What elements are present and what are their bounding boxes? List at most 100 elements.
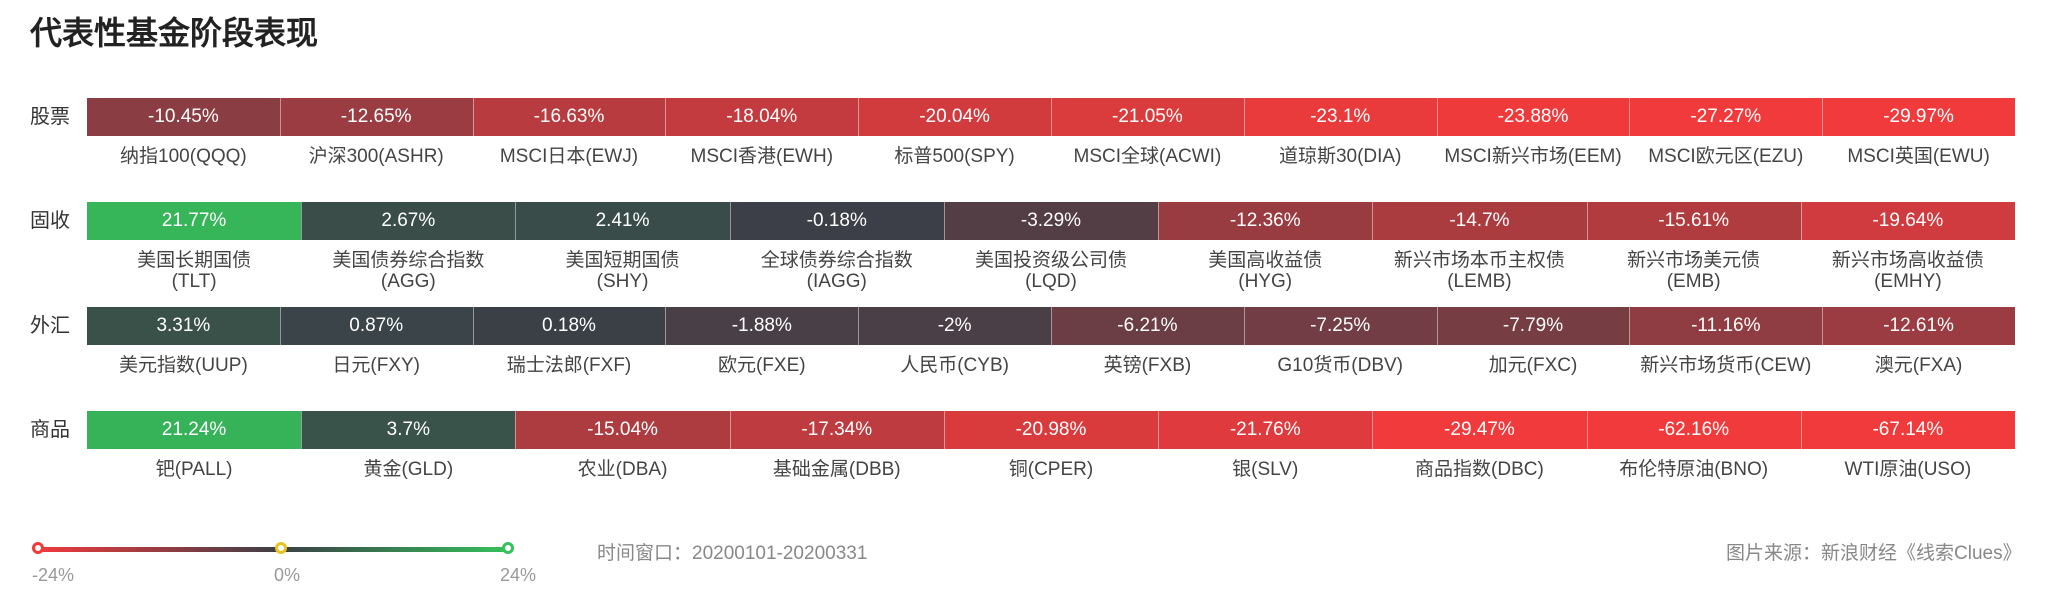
heatmap-cell[interactable]: -29.97% [1822, 98, 2015, 136]
heatmap-cell[interactable]: 3.31% [87, 307, 280, 345]
cell-fund-name: 日元(FXY) [332, 355, 420, 376]
heatmap-cell[interactable]: -7.25% [1243, 307, 1437, 345]
heatmap-cell[interactable]: -23.1% [1243, 98, 1437, 136]
heatmap-cell[interactable]: -16.63% [472, 98, 666, 136]
cell-fund-name: MSCI全球(ACWI) [1073, 146, 1222, 167]
heatmap-row: 21.77% 2.67% 2.41% -0.18% -3.29% -12.36% -14.7… [87, 202, 2015, 240]
heatmap-cell[interactable]: -23.88% [1436, 98, 1630, 136]
cell-divider [1051, 98, 1052, 136]
heatmap-cell[interactable]: -6.21% [1051, 307, 1244, 345]
heatmap-cell[interactable]: -15.61% [1586, 202, 1801, 240]
cell-fund-name: MSCI英国(EWU) [1847, 146, 1990, 167]
cell-fund-name: 美国长期国债 (TLT) [137, 250, 252, 292]
heatmap-cell[interactable]: -12.61% [1822, 307, 2015, 345]
legend-label-mid: 0% [274, 565, 301, 585]
cell-fund-name: MSCI日本(EWJ) [499, 146, 639, 167]
cell-divider [1800, 411, 1802, 449]
cell-fund-name: 美国短期国债 (SHY) [565, 250, 680, 292]
cell-divider [943, 202, 945, 240]
cell-divider [665, 307, 667, 345]
cell-divider [729, 411, 731, 449]
cell-divider [1372, 202, 1374, 240]
cell-divider [1158, 411, 1160, 449]
cell-divider [1158, 202, 1160, 240]
cell-divider [515, 411, 517, 449]
cell-divider [665, 98, 667, 136]
cell-divider [1243, 98, 1245, 136]
cell-fund-name: 全球债券综合指数 (IAGG) [760, 250, 913, 292]
legend-marker-mid [275, 542, 287, 554]
heatmap-cell[interactable]: 0.18% [472, 307, 666, 345]
cell-divider [301, 202, 303, 240]
cell-fund-name: 布伦特原油(BNO) [1619, 459, 1769, 480]
cell-fund-name: 基础金属(DBB) [772, 459, 901, 480]
cell-fund-name: G10货币(DBV) [1277, 355, 1404, 376]
time-window: 时间窗口：20200101-20200331 [597, 543, 868, 564]
heatmap-cell[interactable]: 2.67% [301, 202, 516, 240]
heatmap-cell[interactable]: -11.16% [1629, 307, 1823, 345]
heatmap-cell[interactable]: -29.47% [1372, 411, 1587, 449]
heatmap-cell[interactable]: -62.16% [1586, 411, 1801, 449]
cell-divider [943, 411, 945, 449]
heatmap-cell[interactable]: -0.18% [729, 202, 944, 240]
cell-fund-name: 美国高收益债 (HYG) [1208, 250, 1323, 292]
cell-fund-name: MSCI香港(EWH) [690, 146, 834, 167]
legend-label-min: -24% [32, 565, 75, 585]
heatmap-cell[interactable]: -19.64% [1800, 202, 2015, 240]
heatmap-cell[interactable]: -15.04% [515, 411, 730, 449]
heatmap-cell[interactable]: -3.29% [943, 202, 1159, 240]
heatmap-cell[interactable]: 2.41% [515, 202, 730, 240]
heatmap-cell[interactable]: -12.65% [279, 98, 473, 136]
heatmap-cell[interactable]: -17.34% [729, 411, 944, 449]
cell-fund-name: 加元(FXC) [1488, 355, 1578, 376]
cell-divider [1822, 307, 1824, 345]
heatmap-cell[interactable]: -1.88% [665, 307, 859, 345]
cell-fund-name: 新兴市场货币(CEW) [1640, 355, 1812, 376]
heatmap-cell[interactable]: -67.14% [1800, 411, 2015, 449]
heatmap-row: -10.45% -12.65% -16.63% -18.04% -20.04% -21.0… [87, 98, 2015, 136]
heatmap-cell[interactable]: -12.36% [1158, 202, 1373, 240]
heatmap-cell[interactable]: -7.79% [1436, 307, 1630, 345]
cell-fund-name: 纳指100(QQQ) [120, 146, 247, 167]
cell-fund-name: 欧元(FXE) [717, 355, 806, 376]
legend-marker-max [502, 542, 514, 554]
heatmap-row: 3.31% 0.87% 0.18% -1.88% -2% -6.21% -7.25% -7.7… [87, 307, 2015, 345]
cell-fund-name: 瑞士法郎(FXF) [506, 355, 632, 376]
cell-fund-name: 道琼斯30(DIA) [1278, 146, 1402, 167]
heatmap-cell[interactable]: -2% [858, 307, 1051, 345]
cell-fund-name: 新兴市场本币主权债 (LEMB) [1393, 250, 1565, 292]
heatmap-cell[interactable]: -18.04% [665, 98, 859, 136]
cell-divider [1436, 307, 1438, 345]
cell-divider [301, 411, 303, 449]
cell-divider [472, 98, 474, 136]
cell-fund-name: 银(SLV) [1232, 459, 1299, 480]
heatmap-cell[interactable]: -20.04% [858, 98, 1051, 136]
heatmap-cell[interactable]: 21.24% [87, 411, 302, 449]
cell-divider [858, 307, 860, 345]
cell-divider [472, 307, 474, 345]
cell-divider [1629, 307, 1631, 345]
cell-fund-name: 新兴市场美元债 (EMB) [1627, 250, 1761, 292]
heatmap-cell[interactable]: -21.05% [1051, 98, 1244, 136]
heatmap-cell[interactable]: 3.7% [301, 411, 516, 449]
heatmap-cell[interactable]: 0.87% [279, 307, 473, 345]
cell-divider [1051, 307, 1052, 345]
cell-divider [1629, 98, 1631, 136]
cell-fund-name: 钯(PALL) [155, 459, 233, 480]
heatmap-cell[interactable]: -20.98% [943, 411, 1159, 449]
legend-label-max: 24% [500, 565, 537, 585]
legend-gradient-positive [281, 547, 508, 552]
heatmap-cell[interactable]: -14.7% [1372, 202, 1587, 240]
heatmap-cell[interactable]: -27.27% [1629, 98, 1823, 136]
cell-divider [1243, 307, 1245, 345]
heatmap-cell[interactable]: -21.76% [1158, 411, 1373, 449]
cell-divider [1822, 98, 1824, 136]
cell-divider [279, 307, 281, 345]
cell-fund-name: 铜(CPER) [1008, 459, 1094, 480]
cell-divider [515, 202, 517, 240]
heatmap-cell[interactable]: 21.77% [87, 202, 302, 240]
legend-gradient-negative [38, 547, 281, 552]
cell-fund-name: MSCI新兴市场(EEM) [1444, 146, 1622, 167]
row-label: 商品 [30, 419, 70, 441]
heatmap-cell[interactable]: -10.45% [87, 98, 280, 136]
